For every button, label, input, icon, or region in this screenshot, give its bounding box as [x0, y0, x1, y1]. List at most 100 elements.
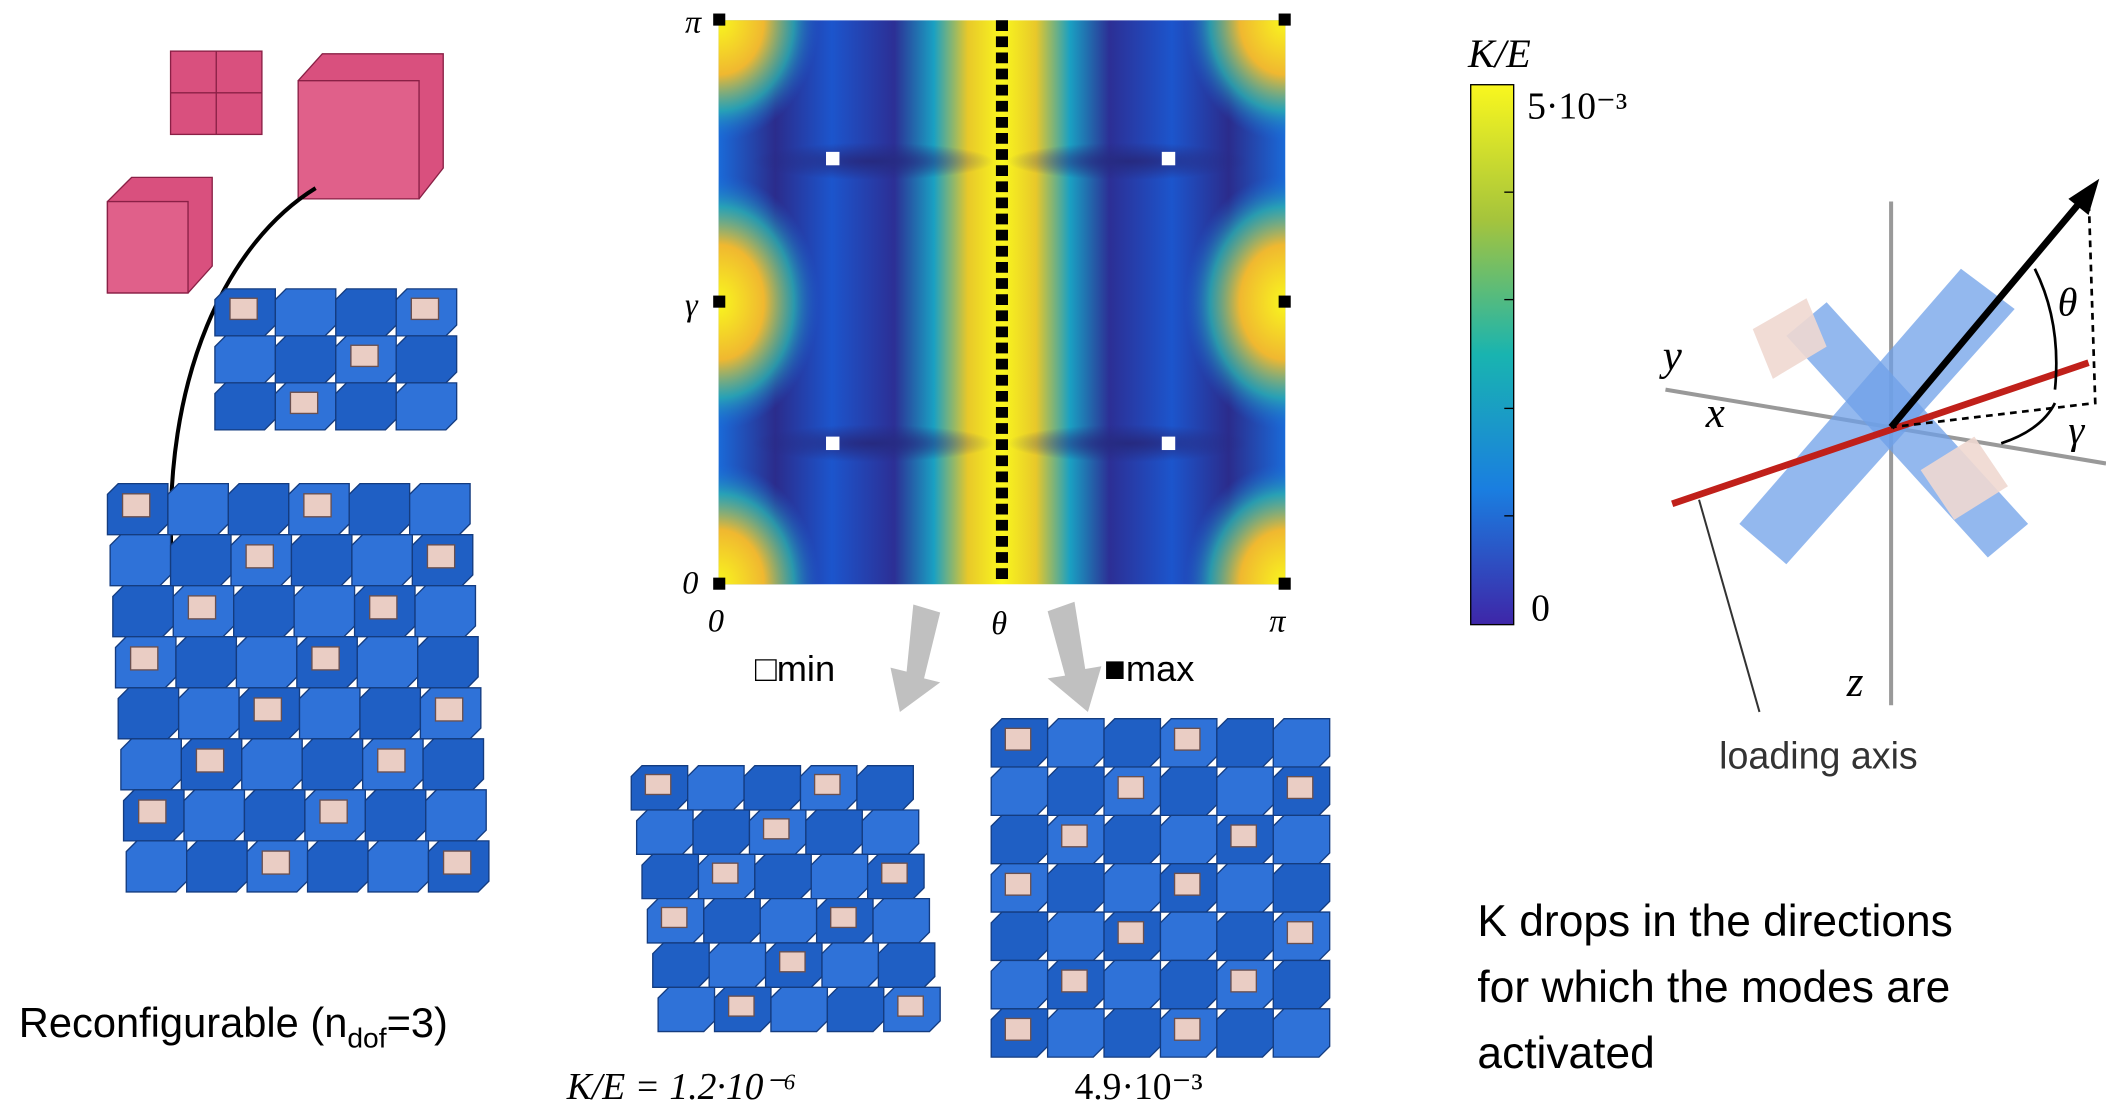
heatmap-part [752, 142, 994, 180]
block [436, 698, 463, 721]
loading-axis-label: loading axis [1719, 734, 1918, 776]
block [300, 688, 360, 739]
block [244, 790, 304, 841]
block [126, 841, 186, 892]
block [1160, 960, 1216, 1008]
note-line: activated [1477, 1029, 1654, 1078]
block [423, 739, 483, 790]
bottom-caption: 4.9·10⁻³ [1074, 1066, 1202, 1108]
block [857, 766, 913, 810]
block [275, 289, 335, 336]
block [688, 766, 744, 810]
gray-arrows-part [1048, 602, 1102, 712]
block [760, 899, 816, 943]
block [418, 637, 478, 688]
caption-text: Reconfigurable (n [19, 999, 348, 1046]
y-tick-label: γ [685, 287, 699, 323]
block [396, 336, 456, 383]
markers-part [713, 578, 725, 590]
block [302, 739, 362, 790]
block [822, 943, 878, 987]
block [1217, 719, 1273, 767]
x-tick-label: θ [991, 605, 1007, 641]
block [1118, 922, 1143, 944]
markers-part [1279, 14, 1291, 26]
markers-part [1279, 578, 1291, 590]
block [1273, 960, 1329, 1008]
block [704, 899, 760, 943]
block [360, 688, 420, 739]
blue-structure [107, 289, 488, 892]
block [1160, 912, 1216, 960]
heatmap-part [752, 425, 994, 463]
pink-cubes-part [298, 81, 419, 199]
block [357, 637, 417, 688]
block [228, 484, 288, 535]
block [275, 336, 335, 383]
heatmap-part [1007, 425, 1249, 463]
block [396, 383, 456, 430]
y-tick-label: 0 [682, 565, 698, 601]
block [1175, 1018, 1200, 1040]
block [184, 790, 244, 841]
block [352, 535, 412, 586]
block [1175, 873, 1200, 895]
block [645, 775, 670, 795]
block [653, 943, 709, 987]
block [882, 863, 907, 883]
block [254, 698, 281, 721]
block [1287, 777, 1312, 799]
block [1217, 912, 1273, 960]
block [831, 908, 856, 928]
block [1062, 970, 1087, 992]
left-caption: Reconfigurable (ndof=3) [19, 999, 448, 1054]
block [1048, 912, 1104, 960]
block [1005, 728, 1030, 750]
note-line: for which the modes are [1477, 963, 1950, 1012]
block [729, 996, 754, 1016]
block [290, 392, 317, 413]
block [312, 647, 339, 670]
block [1217, 864, 1273, 912]
colorbar-max: 5·10⁻³ [1527, 85, 1627, 127]
markers-part [826, 152, 839, 165]
block [236, 637, 296, 688]
block [991, 912, 1047, 960]
block [780, 952, 805, 972]
block [661, 908, 686, 928]
block [411, 298, 438, 319]
pink-cubes-part [107, 202, 188, 293]
block [1231, 970, 1256, 992]
axis-names: y x z θ γ [1659, 280, 2086, 706]
block [991, 767, 1047, 815]
gray-arrows-part [890, 604, 940, 711]
markers-part [1279, 296, 1291, 308]
block [771, 987, 827, 1031]
block [427, 545, 454, 568]
block [1005, 873, 1030, 895]
block [176, 637, 236, 688]
axis-name: x [1705, 390, 1725, 437]
block [1104, 864, 1160, 912]
x-tick-label: π [1269, 602, 1286, 638]
block [168, 484, 228, 535]
block [862, 810, 918, 854]
block [351, 345, 378, 366]
block [693, 810, 749, 854]
y-tick-label: π [685, 3, 702, 39]
markers-part [1162, 437, 1175, 450]
block [368, 841, 428, 892]
blue-structure [991, 719, 1329, 1057]
block [131, 647, 158, 670]
block [1217, 1009, 1273, 1057]
markers-part [826, 437, 839, 450]
block [246, 545, 273, 568]
block [1217, 767, 1273, 815]
block [410, 484, 470, 535]
block [1062, 825, 1087, 847]
axis-name: y [1659, 332, 1683, 379]
bottom-caption: K/E = 1.2·10⁻⁶ [566, 1066, 797, 1108]
block [642, 854, 698, 898]
axes-diagram [1665, 179, 2106, 712]
block [827, 987, 883, 1031]
